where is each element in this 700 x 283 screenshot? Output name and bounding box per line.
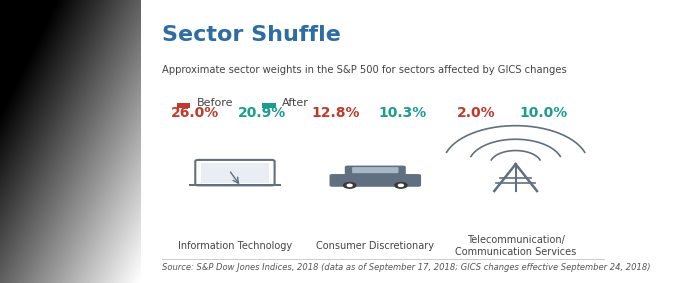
Bar — [177, 103, 190, 108]
Text: Telecommunication/
Communication Services: Telecommunication/ Communication Service… — [455, 235, 576, 257]
Circle shape — [395, 183, 407, 188]
Circle shape — [344, 183, 356, 188]
Text: 2.0%: 2.0% — [456, 106, 496, 120]
Text: Before: Before — [197, 98, 233, 108]
Circle shape — [347, 184, 352, 186]
Text: Consumer Discretionary: Consumer Discretionary — [316, 241, 434, 251]
Text: Information Technology: Information Technology — [178, 241, 292, 251]
Text: 26.0%: 26.0% — [172, 106, 219, 120]
Text: Approximate sector weights in the S&P 500 for sectors affected by GICS changes: Approximate sector weights in the S&P 50… — [162, 65, 566, 75]
Circle shape — [398, 184, 403, 186]
Bar — [262, 103, 276, 108]
Text: After: After — [282, 98, 309, 108]
Text: Source: S&P Dow Jones Indices, 2018 (data as of September 17, 2018; GICS changes: Source: S&P Dow Jones Indices, 2018 (dat… — [162, 263, 650, 272]
Text: 20.9%: 20.9% — [238, 106, 286, 120]
FancyBboxPatch shape — [352, 167, 398, 173]
Text: 10.0%: 10.0% — [519, 106, 567, 120]
FancyBboxPatch shape — [330, 174, 421, 187]
FancyBboxPatch shape — [345, 166, 406, 178]
Bar — [189, 184, 281, 186]
FancyBboxPatch shape — [202, 163, 269, 183]
Text: Sector Shuffle: Sector Shuffle — [162, 25, 341, 46]
Text: 12.8%: 12.8% — [312, 106, 360, 120]
Text: 10.3%: 10.3% — [379, 106, 427, 120]
